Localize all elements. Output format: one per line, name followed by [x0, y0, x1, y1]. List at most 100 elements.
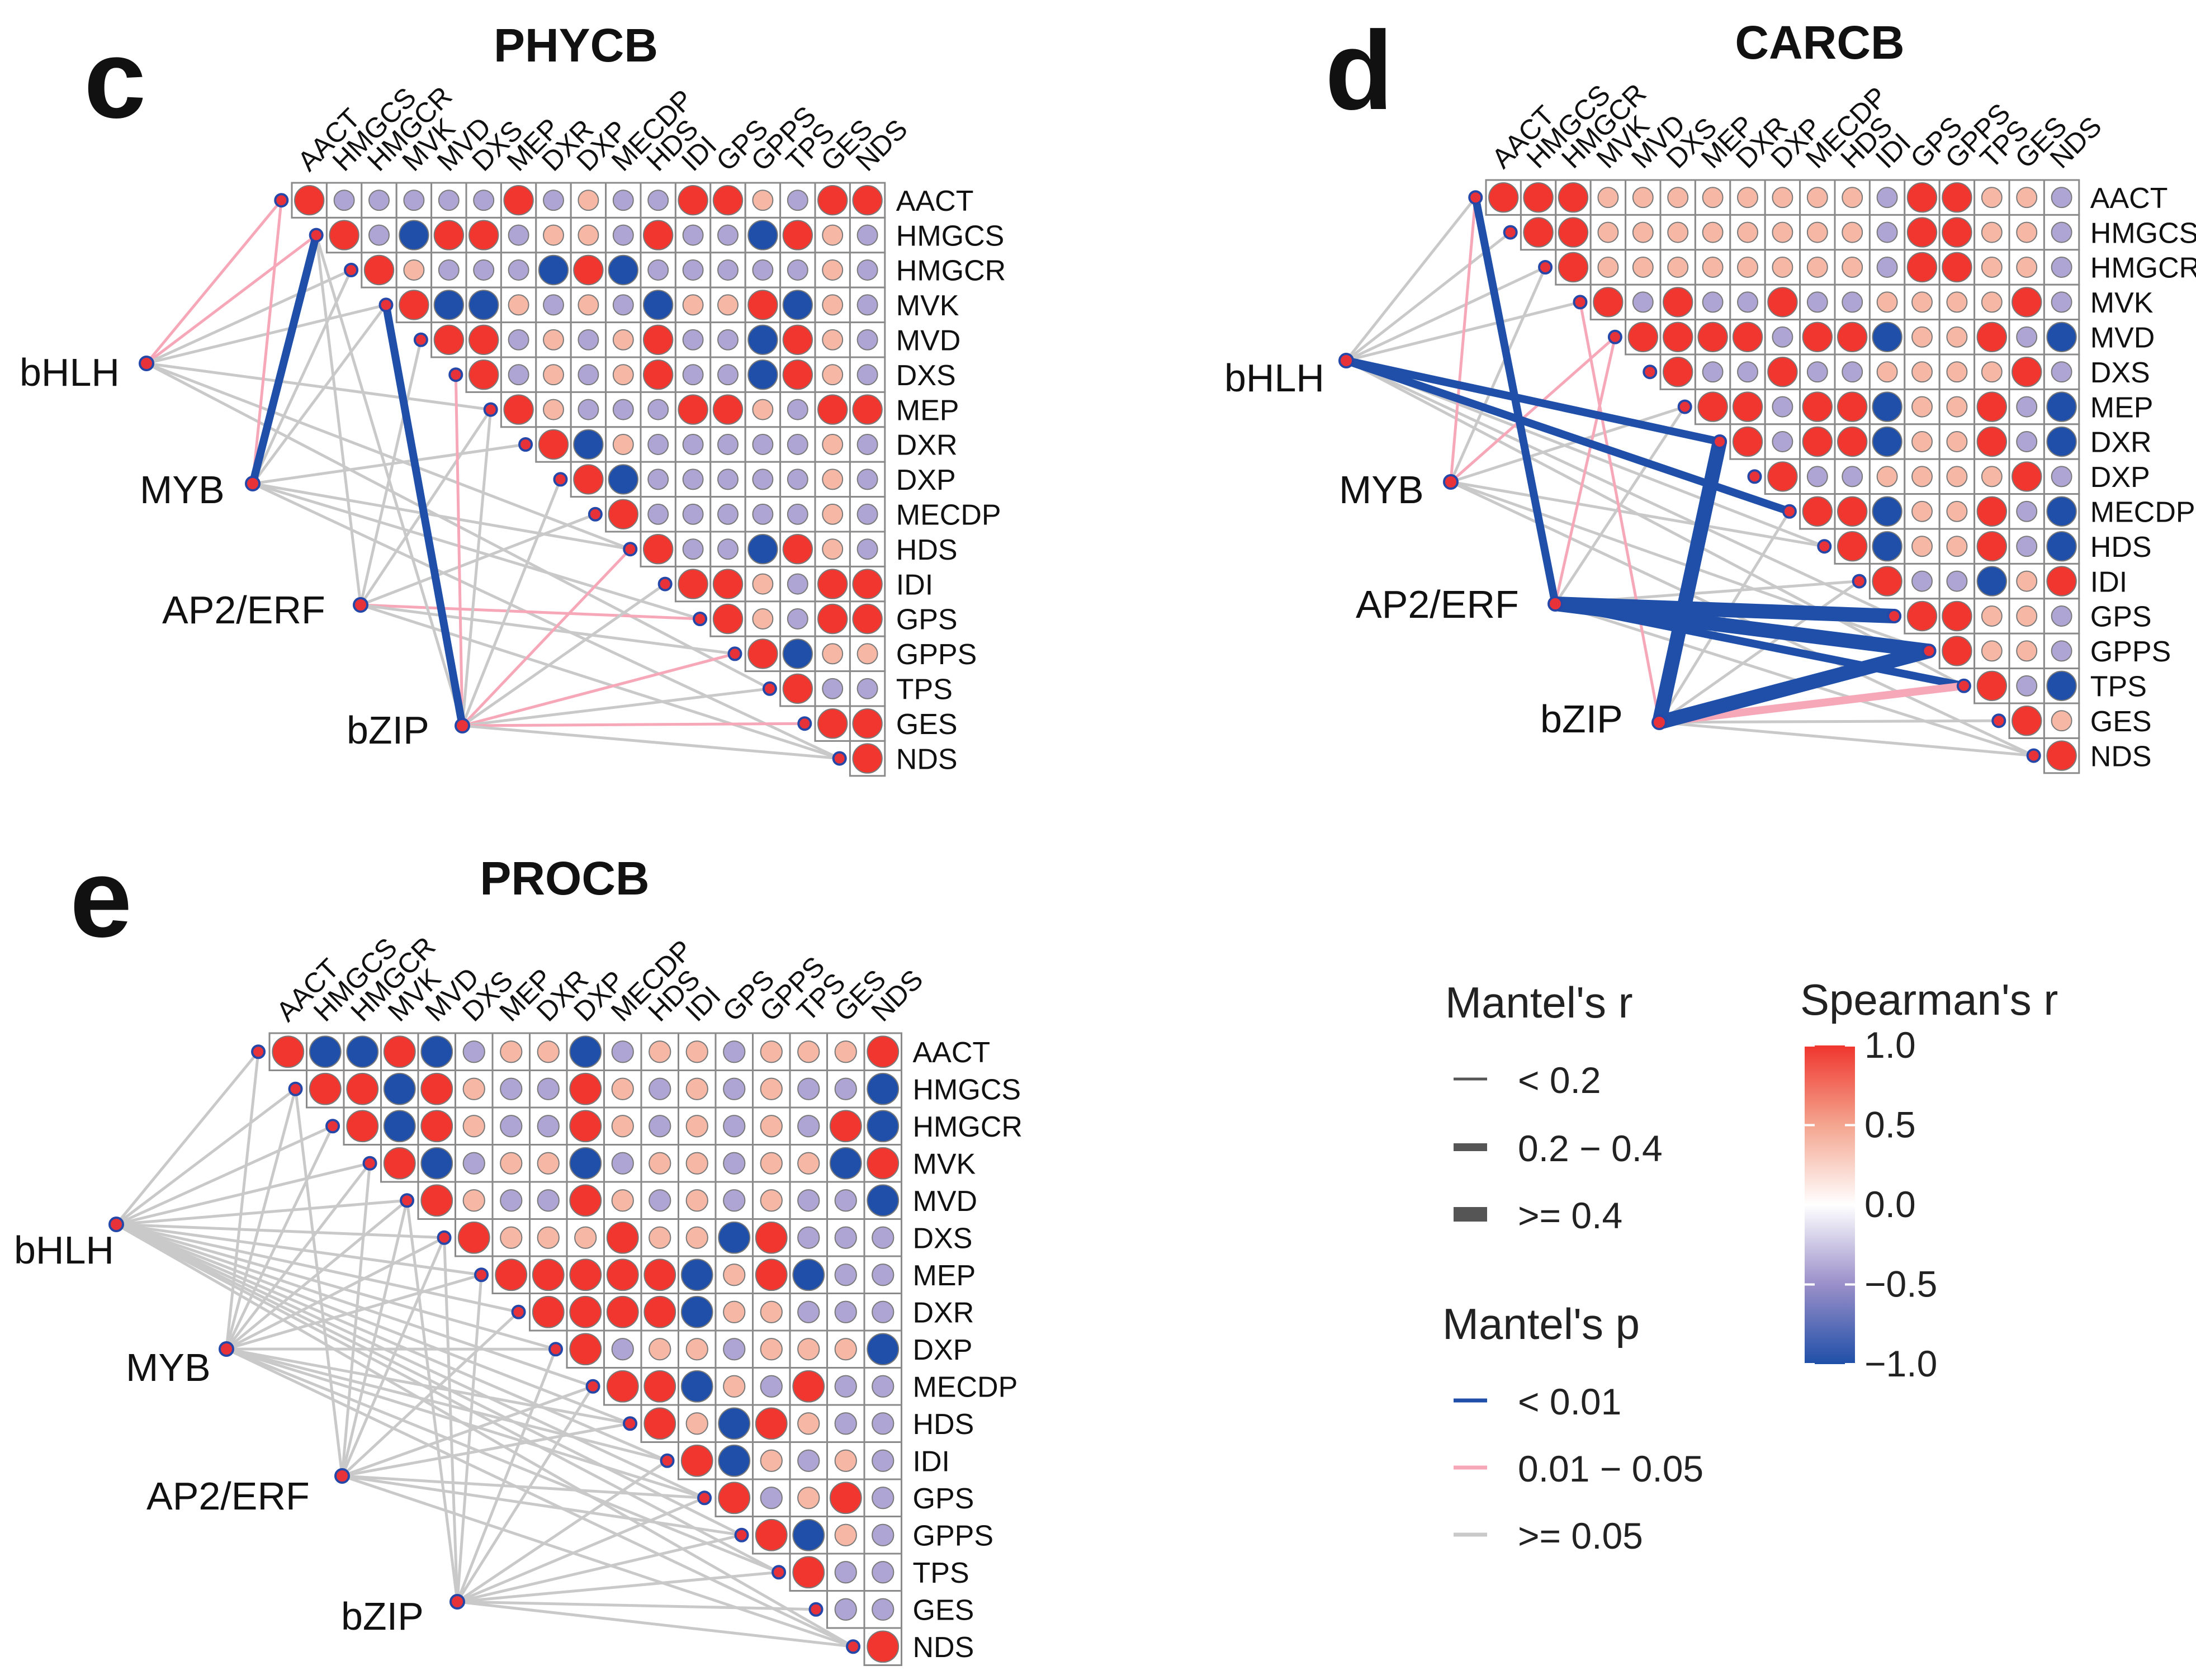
corr-circle-dxr-gpps — [1946, 431, 1968, 452]
corr-circle-mecdp-hds — [1837, 496, 1868, 527]
row-label: MECDP — [913, 1371, 1018, 1403]
corr-circle-mvk-nds — [2051, 291, 2072, 313]
row-label: GES — [2090, 706, 2152, 738]
corr-circle-hmgcr-mep — [1702, 257, 1724, 278]
corr-circle-idi-gpps — [752, 573, 774, 595]
mantel-link-bhlh-aact — [1345, 196, 1477, 362]
corr-circle-mvd-mvd — [433, 324, 465, 356]
row-label: DXS — [2090, 357, 2150, 389]
corr-circle-mecdp-nds — [2046, 496, 2077, 527]
corr-circle-aact-gps — [712, 184, 744, 216]
corr-circle-hmgcs-dxr — [1737, 221, 1758, 243]
corr-circle-dxs-dxs — [1662, 356, 1693, 387]
corr-circle-mvk-mep — [508, 294, 529, 316]
corr-circle-hmgcr-hds — [1842, 257, 1863, 278]
mantel-link-bhlh-dxp — [115, 1223, 557, 1351]
corr-circle-dxp-gpps — [760, 1338, 783, 1361]
corr-circle-mvd-mep — [1697, 321, 1728, 353]
corr-circle-mvd-gps — [723, 1189, 746, 1212]
corr-circle-hds-ges — [2016, 536, 2038, 557]
corr-circle-dxs-ges — [822, 364, 844, 386]
corr-circle-tps-tps — [1976, 670, 2008, 702]
corr-circle-mep-hds — [1837, 391, 1868, 422]
mantel-link-ap2-erf-hmgcs — [294, 1087, 344, 1478]
legend-title: Mantel's p — [1442, 1299, 1640, 1348]
corr-circle-mep-idi — [1872, 391, 1902, 422]
mantel-link-bhlh-aact — [145, 198, 283, 365]
corr-circle-hmgcr-dxp — [569, 1110, 602, 1143]
gene-node-gpps — [1922, 643, 1937, 659]
corr-circle-dxr-dxr — [538, 429, 569, 460]
mantel-link-myb-hmgcr — [1449, 266, 1547, 484]
corr-circle-mvd-dxp — [578, 329, 599, 351]
row-label: HDS — [2090, 531, 2152, 564]
row-label: GPS — [2090, 601, 2152, 633]
row-label: DXR — [896, 429, 958, 462]
corr-circle-dxs-nds — [872, 1226, 895, 1249]
corr-circle-dxr-hds — [647, 434, 669, 455]
corr-circle-hmgcr-hmgcr — [346, 1110, 379, 1143]
legend-label: < 0.2 — [1518, 1059, 1601, 1101]
row-label: MEP — [896, 394, 959, 427]
corr-circle-aact-mecdp — [611, 1040, 634, 1063]
corr-circle-aact-hmgcr — [368, 190, 390, 211]
matrix-cell — [779, 600, 816, 637]
mantel-link-bzip-gpps — [461, 652, 736, 727]
matrix-cell — [826, 1329, 865, 1369]
legend-label: 0.01 − 0.05 — [1518, 1448, 1703, 1489]
corr-circle-hds-hds — [643, 1407, 676, 1440]
tf-node-myb — [219, 1341, 234, 1357]
gene-node-mep — [483, 402, 498, 417]
corr-circle-mvk-hds — [1842, 291, 1863, 313]
mantel-link-myb-hds — [225, 1347, 632, 1425]
corr-circle-idi-nds — [2046, 566, 2077, 597]
corr-circle-aact-gpps — [1942, 182, 1972, 213]
corr-circle-mvk-dxs — [468, 290, 499, 320]
corr-circle-mep-ges — [2016, 396, 2038, 418]
corr-circle-hmgcr-hmgcr — [1558, 252, 1589, 283]
corr-circle-dxr-mecdp — [606, 1295, 639, 1328]
corr-circle-mvk-hds — [649, 1152, 671, 1175]
corr-circle-hmgcr-dxs — [462, 1115, 485, 1138]
corr-circle-hmgcs-nds — [856, 224, 878, 246]
gene-node-mep — [474, 1267, 489, 1283]
gene-node-dxp — [548, 1342, 564, 1357]
mantel-link-myb-mvk — [251, 303, 387, 485]
row-label: DXP — [2090, 461, 2150, 494]
corr-circle-hmgcr-dxs — [1667, 257, 1689, 278]
mantel-link-bzip-hmgcs — [315, 234, 464, 727]
corr-circle-hmgcs-mep — [500, 1077, 523, 1100]
corr-circle-aact-aact — [294, 184, 325, 216]
corr-circle-dxs-dxr — [1737, 361, 1758, 383]
mantel-link-myb-hmgcs — [225, 1087, 297, 1351]
corr-circle-mvd-nds — [867, 1184, 900, 1217]
corr-circle-dxr-dxr — [532, 1295, 565, 1328]
mantel-link-ap2-erf-gpps — [340, 1474, 744, 1537]
mantel-link-bzip-tps — [461, 687, 772, 727]
corr-circle-aact-idi — [1876, 187, 1898, 209]
row-label: GPPS — [2090, 636, 2171, 668]
corr-circle-mecdp-mecdp — [606, 1370, 639, 1403]
corr-circle-dxr-idi — [682, 434, 704, 455]
corr-circle-mvk-ges — [2011, 287, 2042, 318]
corr-circle-mecdp-tps — [792, 1370, 825, 1403]
row-label: GPS — [896, 604, 958, 636]
row-label: HDS — [896, 534, 958, 566]
corr-circle-nds-nds — [2046, 740, 2077, 771]
corr-circle-hmgcs-nds — [2051, 221, 2072, 243]
corr-circle-aact-mep — [503, 184, 534, 216]
corr-circle-mvd-mvd — [420, 1184, 453, 1217]
row-label: HMGCR — [913, 1111, 1023, 1143]
corr-circle-hmgcs-hmgcs — [329, 220, 359, 250]
mantel-link-bhlh-aact — [115, 1050, 260, 1226]
corr-circle-dxs-dxp — [1767, 356, 1798, 387]
corr-circle-mecdp-idi — [680, 1370, 713, 1403]
corr-circle-mep-mep — [495, 1258, 528, 1291]
corr-circle-mvk-mecdp — [1806, 291, 1828, 313]
corr-circle-dxr-nds — [872, 1300, 895, 1323]
mantel-link-myb-nds — [225, 1347, 855, 1648]
mantel-link-bhlh-mecdp — [115, 1223, 595, 1388]
corr-circle-hmgcs-idi — [685, 1077, 708, 1100]
corr-circle-idi-tps — [1976, 566, 2008, 597]
corr-circle-hmgcs-dxs — [1667, 221, 1689, 243]
